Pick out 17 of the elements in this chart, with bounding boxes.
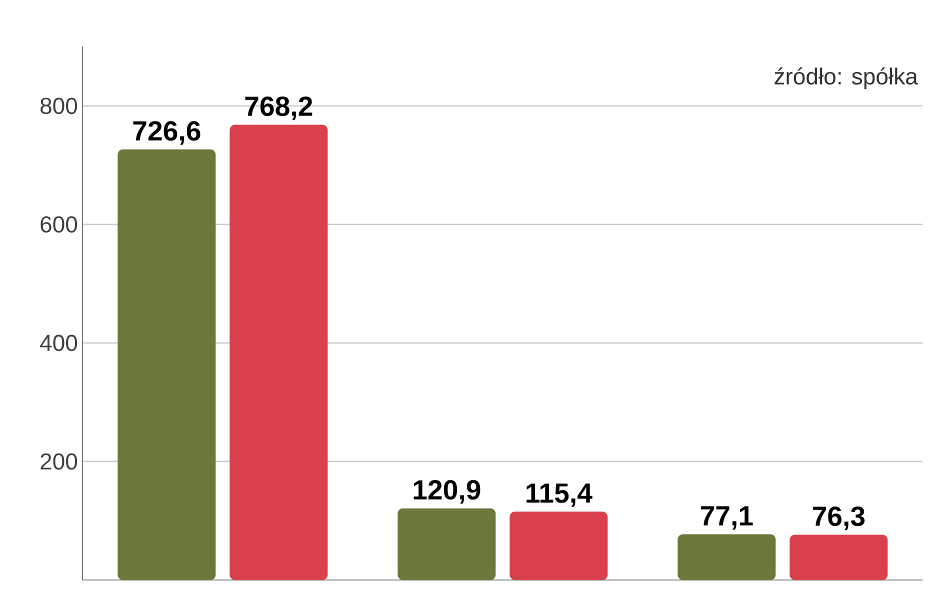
bar xyxy=(230,124,328,580)
y-tick-label: 800 xyxy=(40,98,78,114)
bar xyxy=(118,149,216,580)
data-label: 115,4 xyxy=(526,483,592,507)
y-tick-label: 600 xyxy=(40,216,78,232)
data-label: 768,2 xyxy=(245,96,312,120)
bar xyxy=(678,534,776,580)
bar xyxy=(790,534,888,580)
y-tick-label: 200 xyxy=(40,453,78,470)
bar xyxy=(510,511,608,580)
data-label: 76,3 xyxy=(812,506,865,530)
bar xyxy=(398,508,496,580)
data-label: 77,1 xyxy=(700,506,753,530)
data-label: 726,6 xyxy=(133,120,200,145)
data-label: 120,9 xyxy=(414,480,480,504)
annotation: źródło: spółka xyxy=(774,67,918,89)
y-tick-label: 400 xyxy=(40,334,78,351)
